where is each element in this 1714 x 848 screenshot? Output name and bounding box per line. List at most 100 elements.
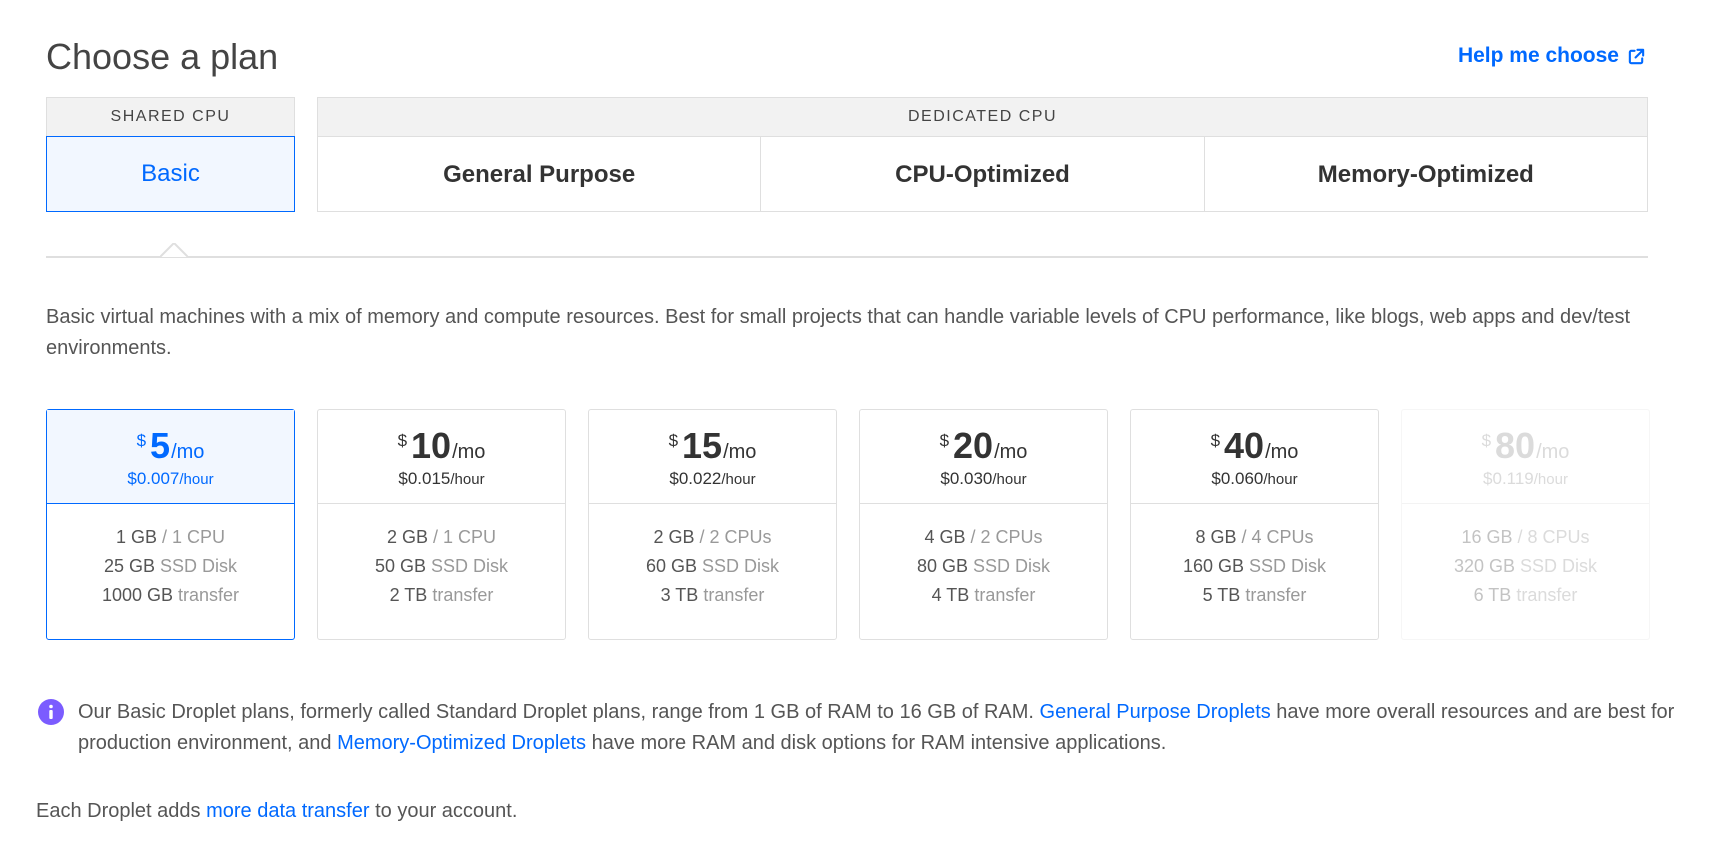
- plan-card: $ 80 /mo $0.119/hour 16 GB / 8 CPUs 320 …: [1401, 409, 1650, 640]
- memory-value: 4 GB: [924, 527, 966, 547]
- spec-memory: 2 GB / 1 CPU: [387, 526, 496, 549]
- tab-memory-optimized[interactable]: Memory-Optimized: [1317, 160, 1534, 188]
- plan-hourly-price: $0.022/hour: [669, 469, 755, 489]
- shared-cpu-group: SHARED CPU Basic: [46, 97, 295, 212]
- memory-value: 16 GB: [1461, 527, 1513, 547]
- footer-text-part-1: Each Droplet adds: [36, 800, 207, 822]
- general-purpose-droplets-link[interactable]: General Purpose Droplets: [1039, 701, 1271, 723]
- disk-label: SSD Disk: [431, 556, 509, 576]
- transfer-value: 2 TB: [389, 585, 428, 605]
- price-period: /mo: [1536, 440, 1570, 463]
- currency-symbol: $: [397, 430, 408, 450]
- info-text: Our Basic Droplet plans, formerly called…: [78, 697, 1678, 759]
- disk-value: 160 GB: [1182, 556, 1244, 576]
- plan-card[interactable]: $ 20 /mo $0.030/hour 4 GB / 2 CPUs 80 GB…: [859, 409, 1108, 640]
- cpu-value: / 8 CPUs: [1517, 527, 1590, 547]
- price-amount: 40: [1224, 424, 1265, 466]
- help-me-choose-label: Help me choose: [1457, 44, 1619, 67]
- price-period: /mo: [994, 440, 1028, 463]
- memory-value: 8 GB: [1195, 527, 1237, 547]
- disk-label: SSD Disk: [1249, 556, 1327, 576]
- plan-monthly-price: $ 10 /mo: [398, 425, 486, 467]
- plan-price-section: $ 40 /mo $0.060/hour: [1131, 410, 1378, 504]
- plan-specs: 2 GB / 2 CPUs 60 GB SSD Disk 3 TB transf…: [589, 504, 836, 607]
- transfer-value: 5 TB: [1202, 585, 1241, 605]
- currency-symbol: $: [668, 430, 679, 450]
- help-me-choose-link[interactable]: Help me choose: [1458, 44, 1646, 68]
- spec-memory: 1 GB / 1 CPU: [116, 526, 225, 549]
- plan-card[interactable]: $ 40 /mo $0.060/hour 8 GB / 4 CPUs 160 G…: [1130, 409, 1379, 640]
- plan-price-section: $ 5 /mo $0.007/hour: [47, 410, 294, 504]
- shared-cpu-header: SHARED CPU: [46, 97, 295, 136]
- page-title: Choose a plan: [46, 36, 279, 77]
- currency-symbol: $: [1481, 430, 1492, 450]
- hourly-unit: /hour: [179, 470, 214, 488]
- plan-specs: 1 GB / 1 CPU 25 GB SSD Disk 1000 GB tran…: [47, 504, 294, 607]
- currency-symbol: $: [1210, 430, 1221, 450]
- disk-value: 80 GB: [916, 556, 968, 576]
- tab-cpu-optimized[interactable]: CPU-Optimized: [761, 137, 1205, 212]
- hourly-unit: /hour: [1533, 470, 1568, 488]
- spec-disk: 60 GB SSD Disk: [646, 555, 779, 578]
- disk-label: SSD Disk: [1520, 556, 1598, 576]
- spec-transfer: 1000 GB transfer: [102, 584, 239, 607]
- plan-monthly-price: $ 40 /mo: [1211, 425, 1299, 467]
- transfer-label: transfer: [1245, 585, 1307, 605]
- price-amount: 20: [953, 424, 994, 466]
- transfer-label: transfer: [1516, 585, 1578, 605]
- transfer-label: transfer: [974, 585, 1036, 605]
- tab-divider: [46, 256, 1648, 258]
- plan-card[interactable]: $ 10 /mo $0.015/hour 2 GB / 1 CPU 50 GB …: [317, 409, 566, 640]
- transfer-label: transfer: [178, 585, 240, 605]
- external-link-icon: [1628, 48, 1645, 64]
- plan-card[interactable]: $ 5 /mo $0.007/hour 1 GB / 1 CPU 25 GB S…: [46, 409, 295, 640]
- spec-memory: 4 GB / 2 CPUs: [924, 526, 1042, 549]
- spec-memory: 16 GB / 8 CPUs: [1461, 526, 1589, 549]
- cpu-value: / 2 CPUs: [970, 527, 1043, 547]
- info-text-part-3: have more RAM and disk options for RAM i…: [586, 732, 1167, 754]
- disk-label: SSD Disk: [973, 556, 1051, 576]
- spec-disk: 80 GB SSD Disk: [917, 555, 1050, 578]
- plan-monthly-price: $ 15 /mo: [669, 425, 757, 467]
- plan-specs: 8 GB / 4 CPUs 160 GB SSD Disk 5 TB trans…: [1131, 504, 1378, 607]
- memory-optimized-droplets-link[interactable]: Memory-Optimized Droplets: [337, 732, 587, 754]
- hourly-unit: /hour: [992, 470, 1027, 488]
- cpu-value: / 1 CPU: [162, 527, 226, 547]
- price-amount: 15: [682, 424, 723, 466]
- price-amount: 80: [1495, 424, 1536, 466]
- transfer-value: 4 TB: [931, 585, 970, 605]
- hourly-unit: /hour: [450, 470, 485, 488]
- spec-transfer: 2 TB transfer: [390, 584, 494, 607]
- tab-basic[interactable]: Basic: [46, 136, 295, 212]
- plan-monthly-price: $ 80 /mo: [1482, 425, 1570, 467]
- plan-hourly-price: $0.007/hour: [127, 469, 213, 489]
- spec-memory: 2 GB / 2 CPUs: [653, 526, 771, 549]
- disk-label: SSD Disk: [160, 556, 238, 576]
- footer-text-part-2: to your account.: [369, 800, 518, 822]
- spec-disk: 50 GB SSD Disk: [375, 555, 508, 578]
- currency-symbol: $: [136, 430, 147, 450]
- transfer-value: 1000 GB: [101, 585, 173, 605]
- selected-tab-pointer: [160, 243, 188, 257]
- hourly-amount: $0.007: [127, 468, 180, 488]
- plan-list: $ 5 /mo $0.007/hour 1 GB / 1 CPU 25 GB S…: [46, 409, 1650, 640]
- hourly-amount: $0.060: [1211, 468, 1264, 488]
- info-icon: [38, 699, 64, 725]
- price-amount: 10: [411, 424, 452, 466]
- plan-price-section: $ 80 /mo $0.119/hour: [1402, 410, 1649, 504]
- memory-value: 2 GB: [653, 527, 695, 547]
- plan-price-section: $ 15 /mo $0.022/hour: [589, 410, 836, 504]
- dedicated-tabs: General Purpose CPU-Optimized Memory-Opt…: [318, 137, 1647, 212]
- hourly-amount: $0.022: [669, 468, 722, 488]
- info-text-part-2: have more overall resources and are best…: [78, 701, 1675, 754]
- hourly-amount: $0.119: [1483, 468, 1534, 488]
- plan-price-section: $ 10 /mo $0.015/hour: [318, 410, 565, 504]
- plan-hourly-price: $0.015/hour: [398, 469, 484, 489]
- transfer-label: transfer: [703, 585, 765, 605]
- plan-description: Basic virtual machines with a mix of mem…: [46, 306, 1631, 359]
- plan-card[interactable]: $ 15 /mo $0.022/hour 2 GB / 2 CPUs 60 GB…: [588, 409, 837, 640]
- price-period: /mo: [1265, 440, 1299, 463]
- more-data-transfer-link[interactable]: more data transfer: [206, 800, 370, 822]
- tab-general-purpose[interactable]: General Purpose: [318, 137, 762, 212]
- footer-note: Each Droplet adds more data transfer to …: [36, 800, 517, 823]
